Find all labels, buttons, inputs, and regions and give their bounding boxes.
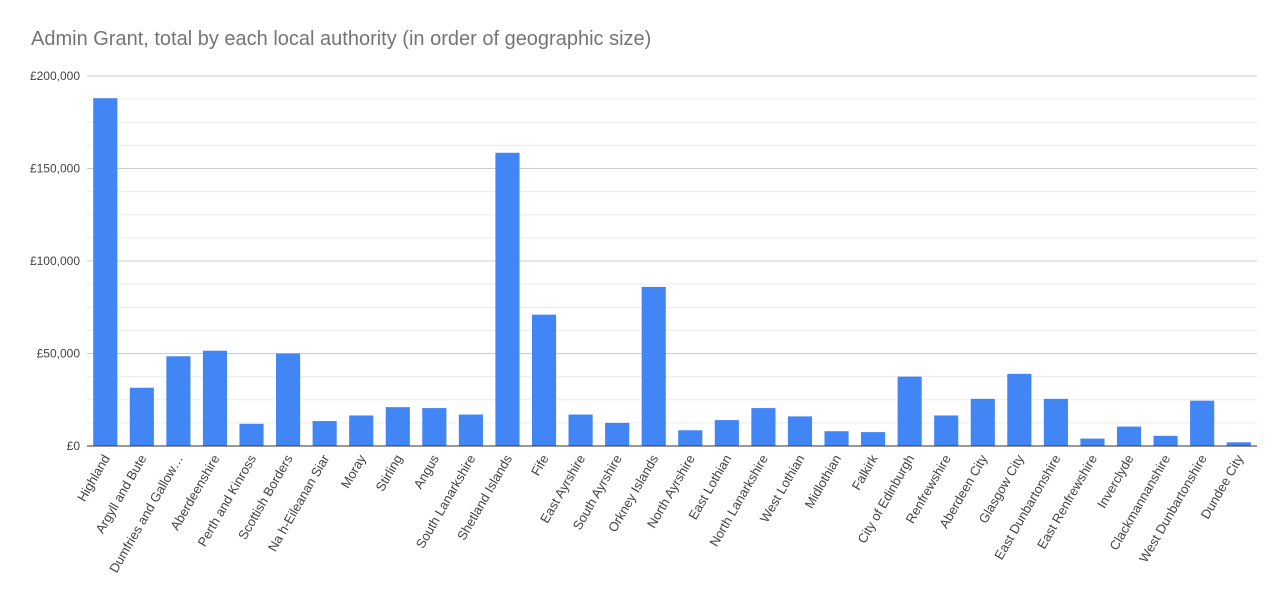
x-tick-label: Highland — [74, 452, 113, 504]
bar — [1226, 442, 1251, 446]
bar — [239, 423, 264, 446]
x-tick-label: Falkirk — [849, 452, 881, 493]
bar — [349, 415, 374, 446]
y-tick-label: £100,000 — [30, 254, 80, 268]
y-tick-label: £0 — [67, 439, 81, 453]
bar — [276, 353, 301, 446]
bar — [458, 414, 483, 446]
x-tick-label: East Dunbartonshire — [991, 452, 1063, 562]
x-tick-label: West Dunbartonshire — [1136, 452, 1210, 565]
bar — [166, 356, 191, 446]
bar — [495, 152, 520, 446]
bar — [970, 398, 995, 446]
y-tick-label: £200,000 — [30, 69, 80, 83]
bar — [1153, 435, 1178, 446]
bar — [934, 415, 959, 446]
x-tick-label: Moray — [338, 452, 369, 491]
bar — [1190, 400, 1215, 446]
bar — [129, 387, 154, 446]
bar — [385, 407, 410, 446]
y-tick-label: £50,000 — [37, 347, 81, 361]
bar — [678, 430, 703, 446]
x-tick-label: Midlothian — [802, 452, 845, 511]
bar — [641, 286, 666, 446]
chart-title: Admin Grant, total by each local authori… — [31, 28, 652, 50]
y-tick-label: £150,000 — [30, 162, 80, 176]
bar — [1007, 373, 1032, 446]
bar — [824, 431, 849, 446]
bar — [751, 408, 776, 446]
bar — [93, 98, 118, 446]
bar — [202, 350, 228, 446]
bar — [787, 416, 813, 446]
bar — [1043, 398, 1068, 446]
bar — [422, 408, 447, 446]
bar — [897, 376, 922, 446]
x-tick-label: Angus — [411, 452, 443, 492]
bar — [1116, 426, 1142, 446]
x-tick-label: Fife — [528, 452, 552, 478]
bar — [1080, 438, 1105, 446]
bar — [312, 421, 337, 446]
x-tick-label: Stirling — [373, 452, 406, 494]
bar — [714, 420, 739, 446]
bar — [861, 432, 886, 446]
bar — [531, 314, 557, 446]
bar — [605, 422, 630, 446]
bar — [568, 414, 593, 446]
